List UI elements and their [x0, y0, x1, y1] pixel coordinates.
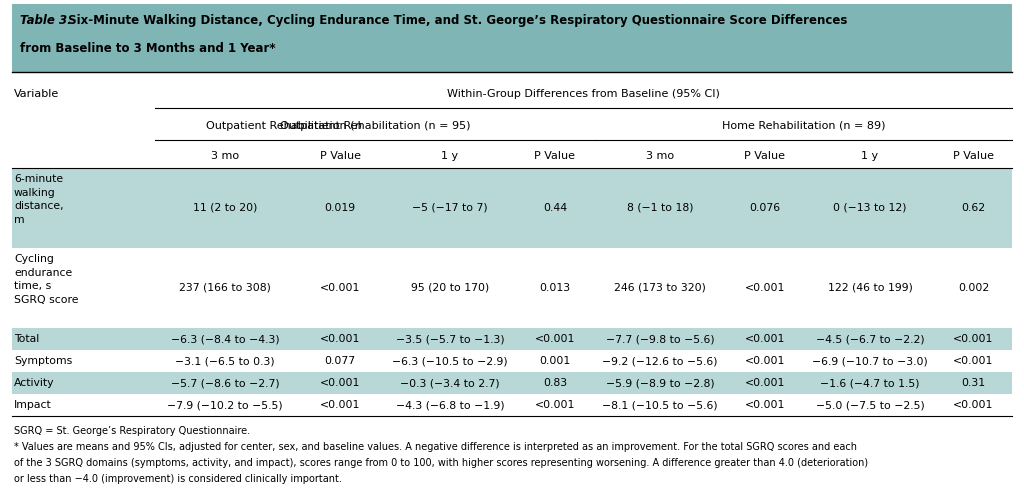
Text: −1.6 (−4.7 to 1.5): −1.6 (−4.7 to 1.5) [820, 378, 920, 388]
Text: 0.019: 0.019 [325, 203, 355, 213]
Bar [12, 350, 1012, 372]
Text: −3.5 (−5.7 to −1.3): −3.5 (−5.7 to −1.3) [395, 334, 504, 344]
Text: 0.077: 0.077 [325, 356, 355, 366]
Text: <0.001: <0.001 [535, 334, 575, 344]
Text: 3 mo: 3 mo [646, 151, 674, 161]
Text: 11 (2 to 20): 11 (2 to 20) [193, 203, 257, 213]
Text: Symptoms: Symptoms [14, 356, 73, 366]
Text: 3 mo: 3 mo [211, 151, 239, 161]
Bar [12, 328, 1012, 350]
Text: Table 3.: Table 3. [20, 14, 72, 27]
Text: −5 (−17 to 7): −5 (−17 to 7) [413, 203, 487, 213]
Text: −9.2 (−12.6 to −5.6): −9.2 (−12.6 to −5.6) [602, 356, 718, 366]
Text: <0.001: <0.001 [953, 334, 993, 344]
Text: P Value: P Value [319, 151, 360, 161]
Text: 0.83: 0.83 [543, 378, 567, 388]
Text: Outpatient Rehabilitation (n = 95): Outpatient Rehabilitation (n = 95) [280, 121, 470, 131]
Text: −6.3 (−8.4 to −4.3): −6.3 (−8.4 to −4.3) [171, 334, 280, 344]
Text: Within-Group Differences from Baseline (95% CI): Within-Group Differences from Baseline (… [447, 89, 720, 99]
Text: −6.9 (−10.7 to −3.0): −6.9 (−10.7 to −3.0) [812, 356, 928, 366]
Text: −5.0 (−7.5 to −2.5): −5.0 (−7.5 to −2.5) [816, 400, 925, 410]
Text: −4.3 (−6.8 to −1.9): −4.3 (−6.8 to −1.9) [395, 400, 504, 410]
Text: −7.7 (−9.8 to −5.6): −7.7 (−9.8 to −5.6) [605, 334, 715, 344]
Text: 95 (20 to 170): 95 (20 to 170) [411, 283, 489, 293]
Text: 0.002: 0.002 [957, 283, 989, 293]
Text: Total: Total [14, 334, 39, 344]
Text: P Value: P Value [535, 151, 575, 161]
Text: <0.001: <0.001 [319, 400, 360, 410]
Text: of the 3 SGRQ domains (symptoms, activity, and impact), scores range from 0 to 1: of the 3 SGRQ domains (symptoms, activit… [14, 458, 868, 468]
Text: 0.001: 0.001 [540, 356, 570, 366]
Text: <0.001: <0.001 [744, 356, 785, 366]
Text: <0.001: <0.001 [319, 378, 360, 388]
Text: −5.9 (−8.9 to −2.8): −5.9 (−8.9 to −2.8) [605, 378, 715, 388]
Text: 237 (166 to 308): 237 (166 to 308) [179, 283, 271, 293]
Text: 1 y: 1 y [861, 151, 879, 161]
Bar [12, 4, 1012, 72]
Text: 0.62: 0.62 [962, 203, 985, 213]
Text: −6.3 (−10.5 to −2.9): −6.3 (−10.5 to −2.9) [392, 356, 508, 366]
Text: Six-Minute Walking Distance, Cycling Endurance Time, and St. George’s Respirator: Six-Minute Walking Distance, Cycling End… [63, 14, 848, 27]
Bar [12, 394, 1012, 416]
Text: −0.3 (−3.4 to 2.7): −0.3 (−3.4 to 2.7) [400, 378, 500, 388]
Text: from Baseline to 3 Months and 1 Year*: from Baseline to 3 Months and 1 Year* [20, 42, 275, 55]
Text: −5.7 (−8.6 to −2.7): −5.7 (−8.6 to −2.7) [171, 378, 280, 388]
Text: Variable: Variable [14, 89, 59, 99]
Text: <0.001: <0.001 [744, 378, 785, 388]
Text: <0.001: <0.001 [744, 283, 785, 293]
Text: 0.31: 0.31 [962, 378, 985, 388]
Text: <0.001: <0.001 [953, 356, 993, 366]
Text: −4.5 (−6.7 to −2.2): −4.5 (−6.7 to −2.2) [816, 334, 925, 344]
Text: −7.9 (−10.2 to −5.5): −7.9 (−10.2 to −5.5) [167, 400, 283, 410]
Text: Home Rehabilitation (n = 89): Home Rehabilitation (n = 89) [722, 121, 886, 131]
Text: SGRQ = St. George’s Respiratory Questionnaire.: SGRQ = St. George’s Respiratory Question… [14, 426, 250, 436]
Text: −3.1 (−6.5 to 0.3): −3.1 (−6.5 to 0.3) [175, 356, 274, 366]
Text: <0.001: <0.001 [744, 334, 785, 344]
Bar [12, 248, 1012, 328]
Text: Activity: Activity [14, 378, 54, 388]
Text: 122 (46 to 199): 122 (46 to 199) [827, 283, 912, 293]
Text: * Values are means and 95% CIs, adjusted for center, sex, and baseline values. A: * Values are means and 95% CIs, adjusted… [14, 442, 857, 452]
Text: n: n [355, 121, 362, 131]
Text: 0.44: 0.44 [543, 203, 567, 213]
Text: <0.001: <0.001 [744, 400, 785, 410]
Text: <0.001: <0.001 [319, 283, 360, 293]
Text: 8 (−1 to 18): 8 (−1 to 18) [627, 203, 693, 213]
Text: 0.076: 0.076 [750, 203, 780, 213]
Text: 246 (173 to 320): 246 (173 to 320) [614, 283, 706, 293]
Text: <0.001: <0.001 [319, 334, 360, 344]
Text: Outpatient Rehabilitation (: Outpatient Rehabilitation ( [207, 121, 355, 131]
Text: −8.1 (−10.5 to −5.6): −8.1 (−10.5 to −5.6) [602, 400, 718, 410]
Bar [12, 168, 1012, 248]
Text: <0.001: <0.001 [535, 400, 575, 410]
Bar [12, 372, 1012, 394]
Text: 0.013: 0.013 [540, 283, 570, 293]
Text: 0 (−13 to 12): 0 (−13 to 12) [834, 203, 906, 213]
Text: Impact: Impact [14, 400, 52, 410]
Text: Cycling
endurance
time, s
SGRQ score: Cycling endurance time, s SGRQ score [14, 254, 79, 305]
Text: <0.001: <0.001 [953, 400, 993, 410]
Text: 1 y: 1 y [441, 151, 459, 161]
Text: P Value: P Value [744, 151, 785, 161]
Text: 6-minute
walking
distance,
m: 6-minute walking distance, m [14, 174, 63, 225]
Text: P Value: P Value [953, 151, 994, 161]
Text: or less than −4.0 (improvement) is considered clinically important.: or less than −4.0 (improvement) is consi… [14, 474, 342, 484]
